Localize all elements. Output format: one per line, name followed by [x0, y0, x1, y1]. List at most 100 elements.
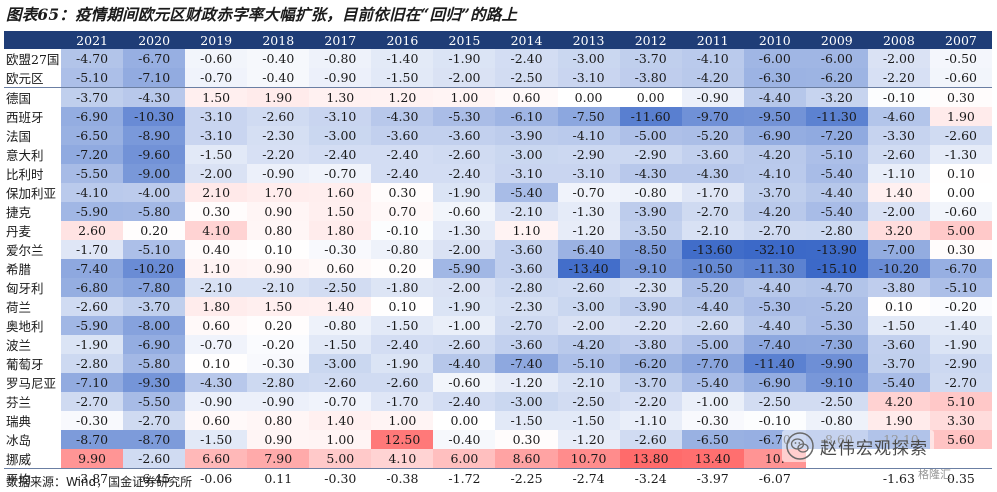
- value-cell: -7.20: [61, 145, 124, 165]
- value-cell: -3.70: [61, 87, 124, 108]
- value-cell: -3.00: [495, 392, 558, 412]
- value-cell: -6.70: [929, 259, 992, 279]
- value-cell: -0.60: [185, 49, 248, 69]
- value-cell: -3.00: [557, 49, 620, 69]
- value-cell: -6.10: [495, 107, 558, 127]
- value-cell: -5.90: [433, 259, 496, 279]
- value-cell: 0.90: [247, 430, 310, 450]
- value-cell: -2.70: [123, 411, 186, 431]
- value-cell: -4.20: [681, 68, 744, 89]
- value-cell: -7.10: [61, 373, 124, 393]
- value-cell: -5.50: [61, 164, 124, 184]
- value-cell: -1.10: [867, 164, 930, 184]
- value-cell: -9.90: [805, 354, 868, 374]
- row-label: 丹麦: [6, 224, 32, 240]
- value-cell: 5.60: [929, 430, 992, 450]
- value-cell: -2.70: [61, 392, 124, 412]
- table-row: 芬兰 -2.70 -5.50 -0.90 -0.90 -0.70 -1.70 -2.40 -3.…: [4, 392, 992, 412]
- value-cell: 13.40: [681, 449, 744, 469]
- value-cell: 6.60: [185, 449, 248, 469]
- row-label: 荷兰: [6, 300, 32, 316]
- value-cell: 0.00: [557, 87, 620, 108]
- value-cell: -9.10: [805, 373, 868, 393]
- value-cell: -2.00: [867, 202, 930, 222]
- table-row: 丹麦 2.60 0.20 4.10 0.80 1.80 -0.10 -1.30 1.10 -1.2…: [4, 221, 992, 241]
- value-cell: -3.70: [743, 183, 806, 203]
- value-cell: 1.20: [371, 87, 434, 108]
- value-cell: -1.50: [185, 430, 248, 450]
- value-cell: -6.50: [61, 126, 124, 146]
- value-cell: -2.70: [743, 221, 806, 241]
- value-cell: -6.20: [619, 354, 682, 374]
- value-cell: -8.00: [123, 316, 186, 336]
- value-cell: 4.10: [371, 449, 434, 469]
- data-source-note: 数据来源：Wind，国金证券研究所: [6, 475, 193, 489]
- value-cell: -4.40: [805, 183, 868, 203]
- value-cell: -3.10: [557, 164, 620, 184]
- value-cell: -5.10: [557, 354, 620, 374]
- value-cell: -0.20: [929, 297, 992, 317]
- value-cell: -2.40: [495, 49, 558, 69]
- value-cell: -13.40: [557, 259, 620, 279]
- value-cell: 1.00: [371, 411, 434, 431]
- value-cell: -2.80: [61, 354, 124, 374]
- value-cell: -0.30: [61, 411, 124, 431]
- value-cell: -0.90: [681, 87, 744, 108]
- value-cell: -2.10: [557, 373, 620, 393]
- value-cell: -4.40: [681, 297, 744, 317]
- value-cell: -3.80: [619, 68, 682, 89]
- value-cell: 1.40: [309, 297, 372, 317]
- value-cell: -2.30: [247, 126, 310, 146]
- value-cell: -3.10: [557, 68, 620, 89]
- value-cell: -3.87: [61, 468, 124, 489]
- value-cell: -0.90: [247, 164, 310, 184]
- value-cell: -2.20: [247, 145, 310, 165]
- table-row: 西班牙 -6.90 -10.30 -3.10 -2.60 -3.10 -4.30 -5.30-…: [4, 107, 992, 127]
- value-cell: 2.60: [61, 221, 124, 241]
- value-cell: -0.70: [185, 335, 248, 355]
- table-row: 意大利 -7.20 -9.60 -1.50 -2.20 -2.40 -2.40 -2.60 -3…: [4, 145, 992, 165]
- table-row: 欧元区 -5.10 -7.10 -0.70 -0.40 -0.90 -1.50 -2.00 -2…: [4, 68, 992, 89]
- value-cell: -0.90: [247, 392, 310, 412]
- value-cell: -0.70: [557, 183, 620, 203]
- value-cell: -2.40: [309, 145, 372, 165]
- value-cell: -3.00: [309, 126, 372, 146]
- value-cell: -6.00: [743, 49, 806, 69]
- value-cell: -1.50: [309, 335, 372, 355]
- value-cell: -2.60: [61, 297, 124, 317]
- value-cell: 1.10: [185, 259, 248, 279]
- value-cell: -4.40: [433, 354, 496, 374]
- value-cell: -2.50: [557, 392, 620, 412]
- value-cell: -4.60: [867, 107, 930, 127]
- value-cell: -5.30: [805, 316, 868, 336]
- value-cell: -5.20: [681, 278, 744, 298]
- value-cell: -5.30: [743, 297, 806, 317]
- value-cell: -3.60: [495, 259, 558, 279]
- value-cell: 1.80: [185, 297, 248, 317]
- row-label: 芬兰: [6, 395, 32, 411]
- value-cell: -0.70: [309, 164, 372, 184]
- value-cell: -6.90: [61, 107, 124, 127]
- value-cell: -2.10: [185, 278, 248, 298]
- value-cell: 0.10: [867, 297, 930, 317]
- value-cell: 1.00: [309, 430, 372, 450]
- value-cell: -9.50: [743, 107, 806, 127]
- table-row: 匈牙利 -6.80 -7.80 -2.10 -2.10 -2.50 -1.80 -2.00 -2…: [4, 278, 992, 298]
- column-header-2008: 2008: [867, 31, 930, 50]
- value-cell: 1.90: [867, 411, 930, 431]
- column-header-2012: 2012: [619, 31, 682, 50]
- value-cell: -3.60: [433, 126, 496, 146]
- value-cell: 1.00: [433, 87, 496, 108]
- value-cell: 1.10: [495, 221, 558, 241]
- value-cell: 0.30: [371, 183, 434, 203]
- value-cell: 4.10: [185, 221, 248, 241]
- value-cell: 0.30: [495, 430, 558, 450]
- value-cell: -3.70: [123, 297, 186, 317]
- value-cell: 5.00: [309, 449, 372, 469]
- value-cell: 1.40: [309, 411, 372, 431]
- value-cell: 0.90: [247, 259, 310, 279]
- value-cell: -5.40: [495, 183, 558, 203]
- value-cell: -4.30: [681, 164, 744, 184]
- row-label: 挪威: [6, 452, 32, 468]
- value-cell: -2.74: [557, 468, 620, 489]
